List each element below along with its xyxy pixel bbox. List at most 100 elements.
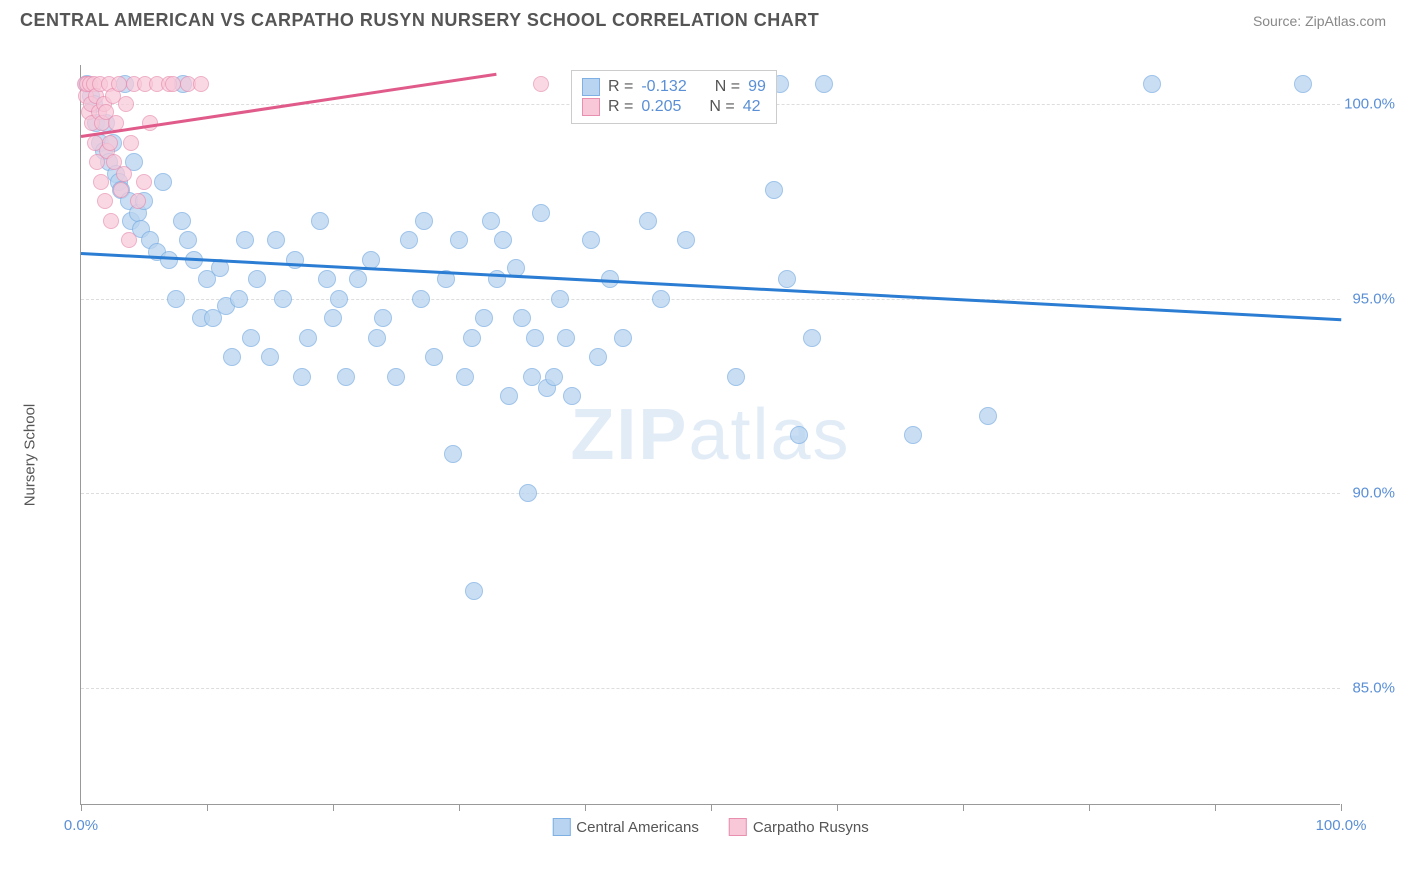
y-axis-label: Nursery School bbox=[22, 404, 39, 507]
data-point bbox=[563, 387, 581, 405]
watermark: ZIPatlas bbox=[570, 394, 850, 476]
x-tick bbox=[1215, 804, 1216, 811]
data-point bbox=[167, 290, 185, 308]
data-point bbox=[374, 309, 392, 327]
data-point bbox=[450, 231, 468, 249]
data-point bbox=[154, 173, 172, 191]
data-point bbox=[778, 270, 796, 288]
data-point bbox=[545, 368, 563, 386]
data-point bbox=[299, 329, 317, 347]
x-tick bbox=[207, 804, 208, 811]
data-point bbox=[513, 309, 531, 327]
x-tick bbox=[711, 804, 712, 811]
legend-item: Central Americans bbox=[552, 818, 699, 836]
data-point bbox=[261, 348, 279, 366]
x-tick bbox=[1089, 804, 1090, 811]
data-point bbox=[463, 329, 481, 347]
data-point bbox=[526, 329, 544, 347]
source-label: Source: ZipAtlas.com bbox=[1253, 13, 1386, 29]
data-point bbox=[293, 368, 311, 386]
data-point bbox=[532, 204, 550, 222]
data-point bbox=[311, 212, 329, 230]
r-value: -0.132 bbox=[641, 78, 686, 96]
legend-swatch bbox=[582, 98, 600, 116]
x-tick bbox=[585, 804, 586, 811]
data-point bbox=[113, 182, 129, 198]
data-point bbox=[116, 166, 132, 182]
data-point bbox=[193, 76, 209, 92]
data-point bbox=[330, 290, 348, 308]
y-tick-label: 90.0% bbox=[1352, 485, 1395, 502]
legend-swatch bbox=[552, 818, 570, 836]
data-point bbox=[349, 270, 367, 288]
data-point bbox=[727, 368, 745, 386]
data-point bbox=[179, 231, 197, 249]
data-point bbox=[551, 290, 569, 308]
x-tick-label: 100.0% bbox=[1316, 817, 1367, 834]
data-point bbox=[165, 76, 181, 92]
data-point bbox=[557, 329, 575, 347]
y-tick-label: 100.0% bbox=[1344, 95, 1395, 112]
legend-swatch bbox=[582, 78, 600, 96]
data-point bbox=[102, 135, 118, 151]
data-point bbox=[318, 270, 336, 288]
data-point bbox=[160, 251, 178, 269]
gridline bbox=[81, 493, 1340, 494]
gridline bbox=[81, 299, 1340, 300]
data-point bbox=[324, 309, 342, 327]
x-tick bbox=[1341, 804, 1342, 811]
trend-line bbox=[81, 252, 1341, 321]
x-tick bbox=[81, 804, 82, 811]
gridline bbox=[81, 688, 1340, 689]
data-point bbox=[803, 329, 821, 347]
data-point bbox=[267, 231, 285, 249]
data-point bbox=[639, 212, 657, 230]
data-point bbox=[582, 231, 600, 249]
y-tick-label: 85.0% bbox=[1352, 680, 1395, 697]
data-point bbox=[415, 212, 433, 230]
data-point bbox=[533, 76, 549, 92]
data-point bbox=[1143, 75, 1161, 93]
stats-legend-row: R =-0.132N =99 bbox=[582, 77, 766, 97]
data-point bbox=[589, 348, 607, 366]
data-point bbox=[173, 212, 191, 230]
data-point bbox=[652, 290, 670, 308]
data-point bbox=[494, 231, 512, 249]
data-point bbox=[242, 329, 260, 347]
legend-bottom: Central Americans Carpatho Rusyns bbox=[552, 818, 868, 836]
data-point bbox=[236, 231, 254, 249]
data-point bbox=[248, 270, 266, 288]
data-point bbox=[103, 213, 119, 229]
data-point bbox=[1294, 75, 1312, 93]
data-point bbox=[93, 174, 109, 190]
data-point bbox=[230, 290, 248, 308]
x-tick bbox=[963, 804, 964, 811]
stats-legend: R =-0.132N =99R =0.205N =42 bbox=[571, 70, 777, 124]
data-point bbox=[400, 231, 418, 249]
data-point bbox=[444, 445, 462, 463]
stats-legend-row: R =0.205N =42 bbox=[582, 97, 766, 117]
data-point bbox=[790, 426, 808, 444]
data-point bbox=[519, 484, 537, 502]
data-point bbox=[500, 387, 518, 405]
n-value: 42 bbox=[743, 98, 761, 116]
data-point bbox=[118, 96, 134, 112]
chart-container: Nursery School ZIPatlas R =-0.132N =99R … bbox=[50, 50, 1380, 860]
data-point bbox=[482, 212, 500, 230]
data-point bbox=[614, 329, 632, 347]
data-point bbox=[677, 231, 695, 249]
data-point bbox=[97, 193, 113, 209]
n-label: N = bbox=[715, 78, 740, 96]
data-point bbox=[111, 76, 127, 92]
legend-item: Carpatho Rusyns bbox=[729, 818, 869, 836]
data-point bbox=[475, 309, 493, 327]
r-label: R = bbox=[608, 78, 633, 96]
data-point bbox=[123, 135, 139, 151]
data-point bbox=[815, 75, 833, 93]
r-label: R = bbox=[608, 98, 633, 116]
data-point bbox=[368, 329, 386, 347]
x-tick-label: 0.0% bbox=[64, 817, 98, 834]
chart-title: CENTRAL AMERICAN VS CARPATHO RUSYN NURSE… bbox=[20, 10, 819, 31]
data-point bbox=[979, 407, 997, 425]
x-tick bbox=[837, 804, 838, 811]
